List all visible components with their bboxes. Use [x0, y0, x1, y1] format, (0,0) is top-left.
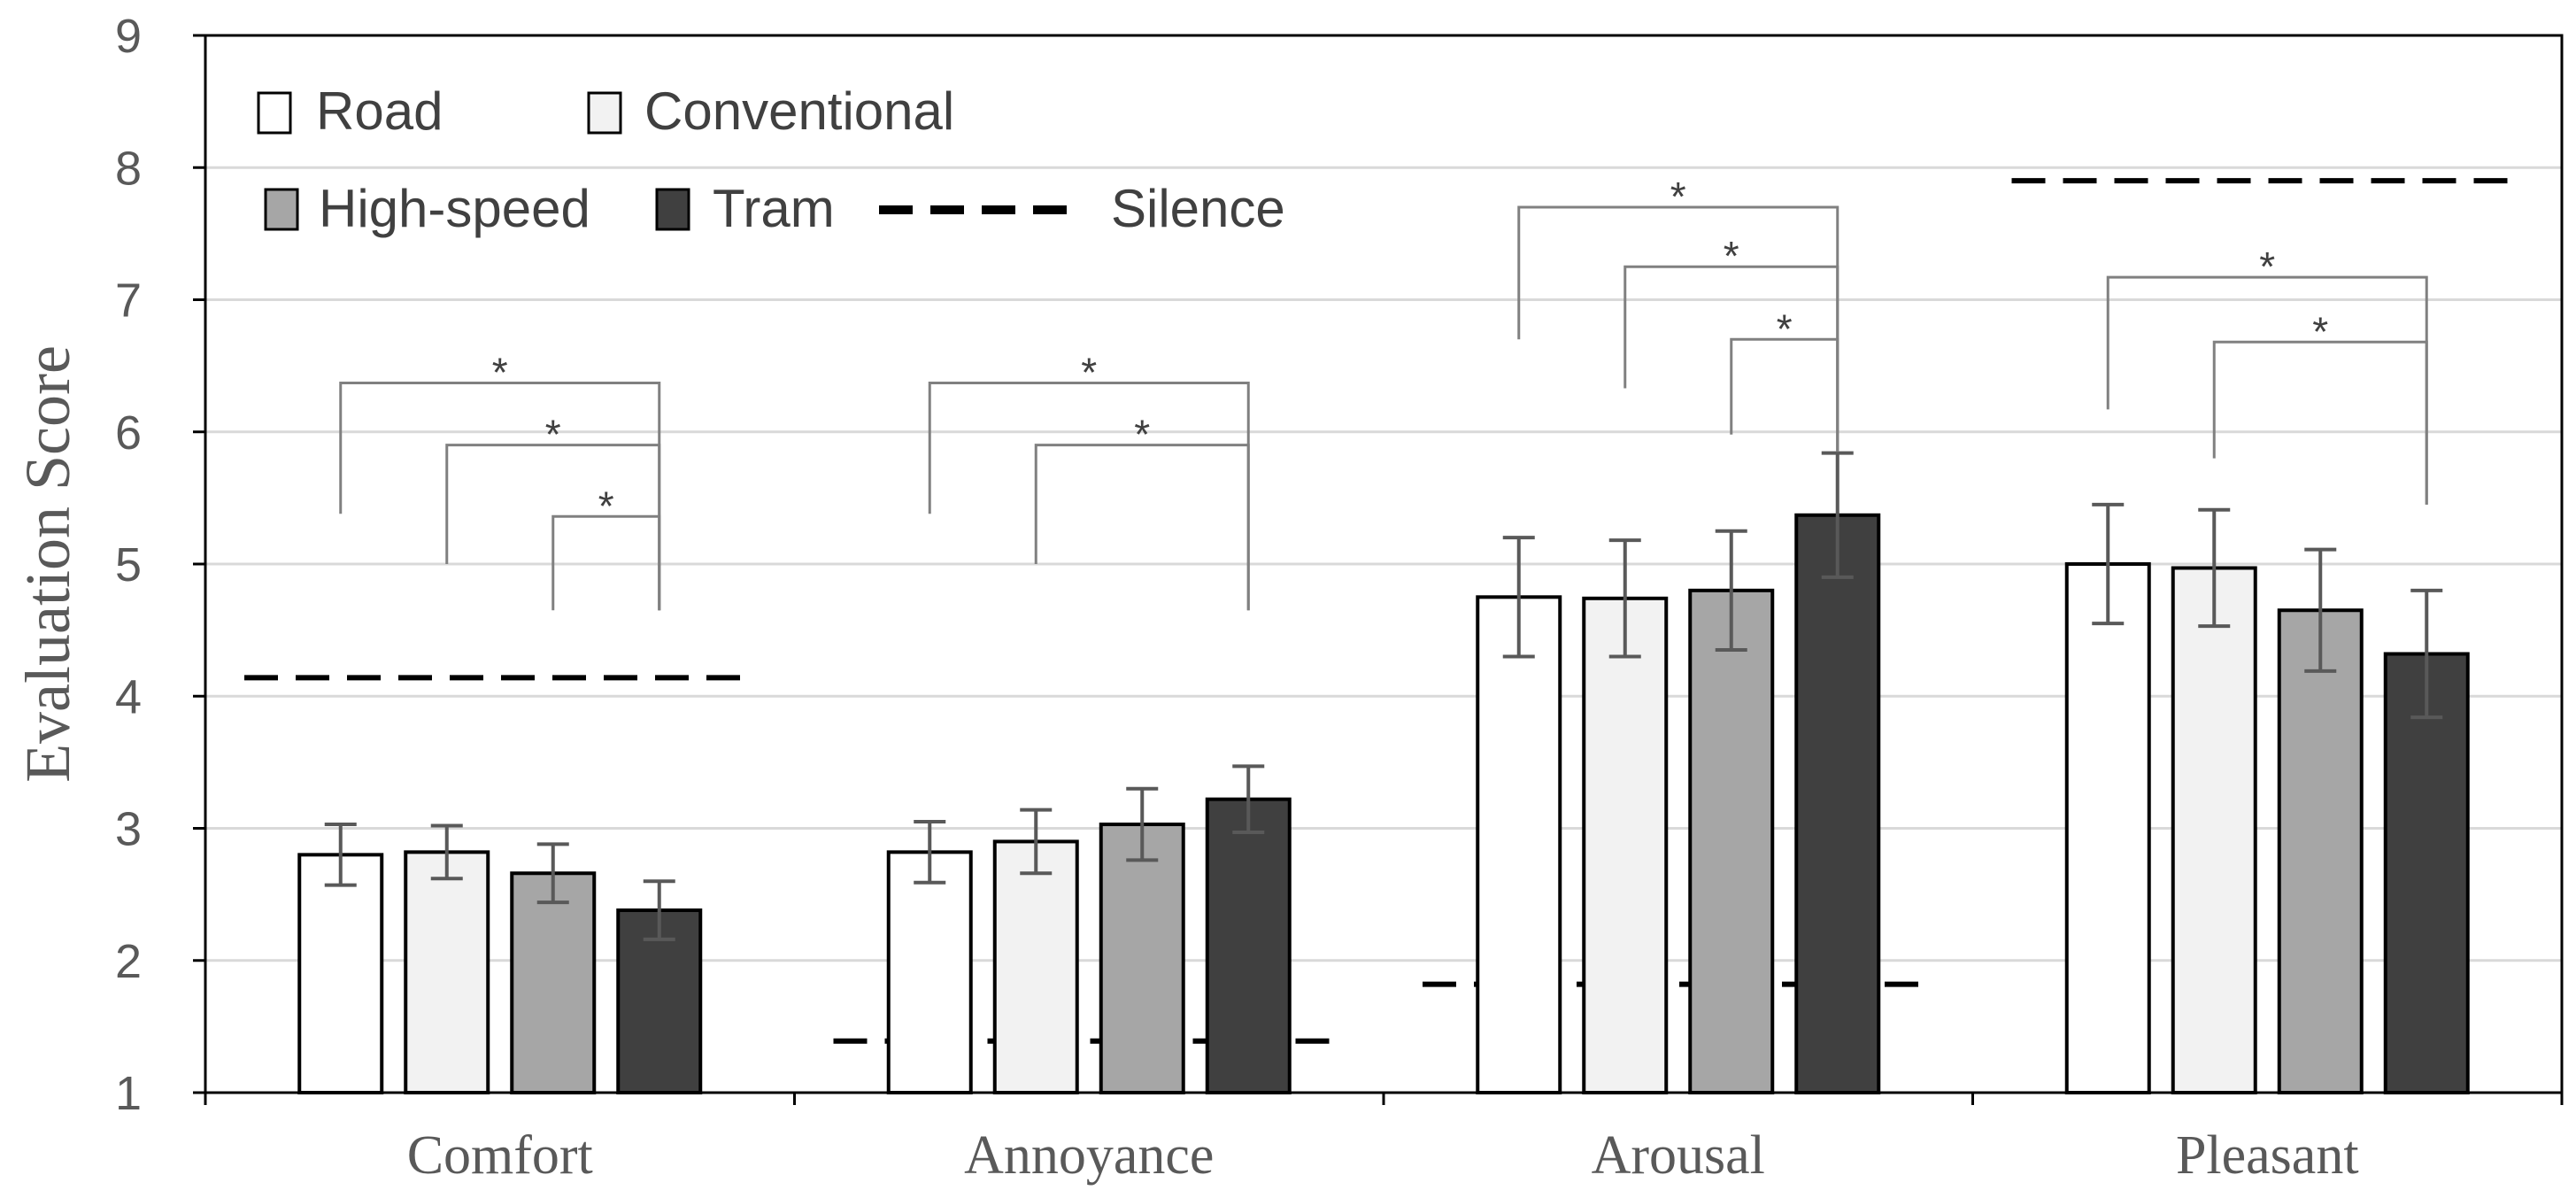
bar-high-speed-pleasant [2277, 608, 2364, 1094]
bar-conventional-pleasant [2171, 566, 2257, 1094]
error-bar-conventional-annoyance [1020, 808, 1053, 876]
error-bar-high-speed-annoyance [1126, 786, 1159, 862]
bar-road-pleasant [2064, 562, 2151, 1094]
y-tick-label: 6 [115, 406, 142, 460]
significance-star: * [2312, 308, 2328, 354]
gridlines [205, 166, 2562, 962]
bar-road-comfort [297, 853, 384, 1094]
error-bar-high-speed-pleasant [2304, 547, 2337, 673]
error-bars [324, 451, 2443, 941]
x-tick-label-annoyance: Annoyance [964, 1125, 1214, 1186]
significance-star: * [492, 350, 508, 396]
bars [297, 513, 2470, 1095]
significance-star: * [2259, 243, 2275, 290]
legend-label-silence: Silence [1111, 179, 1285, 238]
legend-label-high-speed: High-speed [319, 179, 590, 238]
legend: Road Conventional High-speed Tram Silenc… [257, 81, 1285, 238]
legend-swatch-conventional [587, 91, 622, 135]
error-bar-tram-comfort [643, 879, 675, 941]
bar-tram-annoyance [1205, 797, 1292, 1094]
bar-road-annoyance [886, 850, 973, 1094]
y-tick-label: 8 [115, 142, 142, 195]
error-bar-high-speed-arousal [1715, 529, 1747, 653]
significance-bracket-annoyance-4: * [1034, 412, 1250, 611]
significance-star: * [1724, 233, 1739, 279]
y-tick-label: 5 [115, 538, 142, 591]
significance-star: * [1670, 174, 1686, 220]
significance-star: * [598, 483, 614, 529]
significance-brackets: * * * * * * * * * * [339, 174, 2428, 611]
bar-road-arousal [1476, 595, 1562, 1094]
significance-bracket-arousal-7: * [1730, 305, 1839, 452]
significance-star: * [545, 412, 561, 458]
error-bar-high-speed-comfort [536, 842, 569, 905]
bar-conventional-comfort [404, 850, 490, 1094]
significance-star: * [1134, 412, 1150, 458]
significance-star: * [1777, 305, 1793, 352]
bar-high-speed-comfort [510, 871, 597, 1094]
legend-label-conventional: Conventional [644, 81, 954, 141]
bar-high-speed-arousal [1688, 588, 1775, 1094]
error-bar-road-annoyance [914, 820, 946, 885]
bar-conventional-arousal [1582, 596, 1669, 1094]
y-tick-label: 1 [115, 1067, 142, 1120]
error-bar-conventional-comfort [430, 823, 463, 881]
error-bar-tram-pleasant [2410, 588, 2443, 720]
y-tick-label: 4 [115, 670, 142, 723]
y-axis-label: Evaluation Score [12, 345, 83, 783]
y-tick-label: 2 [115, 935, 142, 988]
error-bar-tram-annoyance [1232, 764, 1265, 834]
legend-swatch-tram [655, 188, 690, 231]
significance-bracket-comfort-2: * [551, 483, 661, 611]
y-tick-label: 9 [115, 10, 142, 63]
bar-tram-arousal [1794, 513, 1881, 1094]
y-tick-label: 3 [115, 803, 142, 856]
bar-conventional-annoyance [992, 839, 1079, 1094]
error-bar-road-pleasant [2092, 502, 2125, 626]
error-bar-tram-arousal [1821, 451, 1854, 579]
bar-tram-pleasant [2383, 652, 2470, 1094]
error-bar-road-arousal [1502, 536, 1535, 659]
x-tick-label-arousal: Arousal [1592, 1125, 1765, 1186]
legend-label-road: Road [316, 81, 443, 141]
significance-star: * [1081, 350, 1097, 396]
error-bar-road-comfort [324, 823, 357, 887]
legend-swatch-road [257, 91, 292, 135]
error-bar-conventional-arousal [1608, 538, 1641, 659]
significance-bracket-pleasant-9: * [2212, 308, 2428, 505]
x-tick-label-pleasant: Pleasant [2176, 1125, 2359, 1186]
axes: 1 2 3 4 5 6 7 8 9 Comfort Annoyance Arousal Pleasant [115, 10, 2564, 1186]
x-tick-label-comfort: Comfort [407, 1125, 593, 1186]
error-bar-conventional-pleasant [2198, 507, 2231, 629]
bar-high-speed-annoyance [1099, 823, 1185, 1095]
legend-swatch-high-speed [264, 188, 299, 231]
y-tick-label: 7 [115, 274, 142, 328]
legend-label-tram: Tram [713, 179, 835, 238]
